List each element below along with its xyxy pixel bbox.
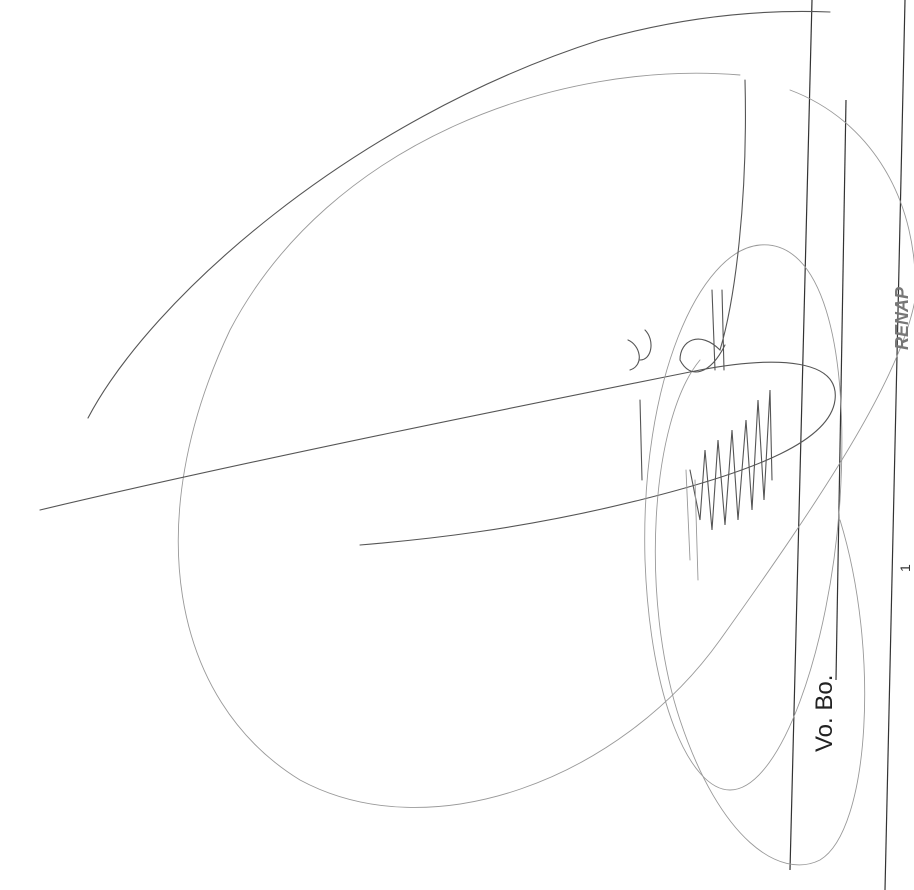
margin-line (884, 0, 906, 890)
signature-hatch (685, 469, 699, 581)
signature-stroke-vertical (789, 0, 813, 871)
page-number: 1 (897, 564, 913, 572)
signature-scribble (689, 389, 773, 531)
signature-arc-outer (87, 10, 831, 419)
signature-sweep (39, 361, 836, 546)
signature-loop-middle (644, 244, 843, 791)
signature-mark (627, 329, 652, 481)
approval-label: Vo. Bo. (811, 675, 838, 752)
signature-loop-lower (654, 359, 866, 866)
signature-line (835, 99, 847, 681)
signature-loop-large (177, 72, 914, 808)
signature-initials (679, 79, 746, 373)
logo-text: RENAP (892, 286, 912, 350)
